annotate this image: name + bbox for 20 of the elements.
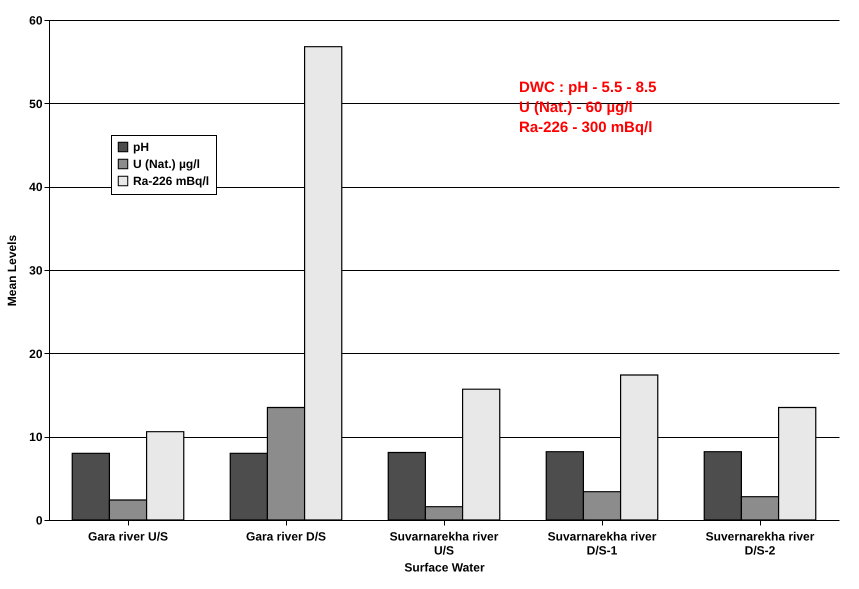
x-axis-title: Surface Water <box>404 560 485 574</box>
y-tick-label: 40 <box>29 180 43 194</box>
y-axis-title: Mean Levels <box>5 234 20 306</box>
x-tick-label: Suvarnarekha river U/S <box>390 530 499 558</box>
y-tick-label: 0 <box>36 514 43 528</box>
y-tick-label: 30 <box>29 264 43 278</box>
x-tick-label: Gara river U/S <box>88 530 168 544</box>
legend-label: Ra-226 mBq/l <box>133 174 210 188</box>
annotation: U (Nat.) - 60 µg/l <box>519 99 633 116</box>
annotation: Ra-226 - 300 mBq/l <box>519 119 652 136</box>
x-tick-label: Suvernarekha river D/S-2 <box>706 530 815 558</box>
legend-label: U (Nat.) µg/l <box>133 157 200 171</box>
x-tick-label: Gara river D/S <box>246 530 326 544</box>
annotation: DWC : pH - 5.5 - 8.5 <box>519 79 657 96</box>
y-tick-label: 50 <box>29 96 43 111</box>
y-tick-label: 60 <box>29 14 43 28</box>
y-tick-label: 20 <box>29 346 43 361</box>
y-tick-label: 10 <box>29 430 43 444</box>
x-tick-label: Suvarnarekha river D/S-1 <box>548 530 657 558</box>
legend-label: pH <box>133 140 149 154</box>
